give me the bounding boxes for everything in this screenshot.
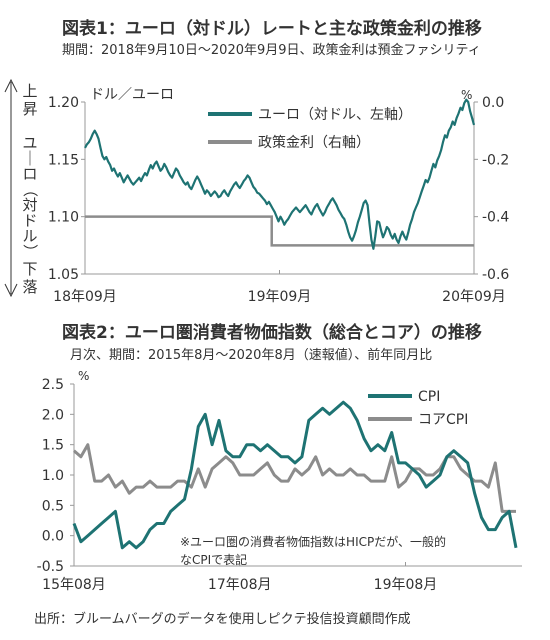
chart1-subtitle: 期間：2018年9月10日～2020年9月9日、政策金利は預金ファシリティ xyxy=(62,43,481,58)
side-label-char: 対 xyxy=(22,196,37,214)
y-tick-label: 0.5 xyxy=(42,498,64,514)
side-label-char: ロ xyxy=(22,165,37,183)
left-tick-label: 1.05 xyxy=(48,267,79,283)
chart2-legend: CPI コアCPI xyxy=(368,389,468,428)
x-tick-label: 15年08月 xyxy=(42,577,106,593)
series-line-eurusd xyxy=(84,98,476,250)
left-tick-label: 1.10 xyxy=(48,210,79,226)
y-tick-label: -0.5 xyxy=(37,559,64,575)
legend-label-core-cpi: コアCPI xyxy=(418,412,468,428)
chart2-title: 図表2：ユーロ圏消費者物価指数（総合とコア）の推移 xyxy=(62,323,482,343)
side-labels: 上昇ユ｜ロ（対ドル）下落 xyxy=(21,82,39,296)
x-axis-ticks: 15年08月 17年08月 19年08月 xyxy=(42,562,437,593)
chart2-plot: % 2.5 2.0 1.5 1.0 0.5 0.0 -0.5 15年08月 17年08月 19年… xyxy=(37,369,522,593)
series-line-policy-rate xyxy=(85,215,474,247)
right-tick-label: -0.4 xyxy=(482,210,509,226)
legend-label-eurusd: ユーロ（対ドル、左軸） xyxy=(258,107,412,123)
chart1-plot: 上昇ユ｜ロ（対ドル）下落 ドル／ユーロ % 1.20 1.15 1.10 1.05 0… xyxy=(4,78,509,305)
right-tick-label: -0.6 xyxy=(482,267,509,283)
y-tick-label: 0.0 xyxy=(42,529,64,545)
left-axis-unit: ドル／ユーロ xyxy=(90,87,174,103)
left-axis-ticks: 1.20 1.15 1.10 1.05 xyxy=(48,95,85,283)
side-label-char: ｜ xyxy=(22,150,37,168)
direction-arrow xyxy=(4,78,18,298)
side-label-down-char: 下 xyxy=(22,260,37,278)
left-tick-label: 1.15 xyxy=(48,152,79,168)
note-line-1: ※ユーロ圏の消費者物価指数はHICPだが、一般的 xyxy=(180,534,446,549)
note-line-2: なCPIで表記 xyxy=(180,552,247,567)
x-tick-label: 18年09月 xyxy=(53,289,117,305)
right-axis-ticks: 0.0 -0.2 -0.4 -0.6 xyxy=(474,95,509,283)
side-label-char: （ xyxy=(21,182,39,197)
side-label-char: ） xyxy=(21,244,39,259)
series-line-cpi xyxy=(72,400,518,550)
right-tick-label: 0.0 xyxy=(482,95,504,111)
chart2-subtitle: 月次、期間：2015年8月～2020年8月（速報値）、前年同月比 xyxy=(70,348,433,363)
chart1-title: 図表1：ユーロ（対ドル）レートと主な政策金利の推移 xyxy=(62,19,482,39)
side-label-down-char: 落 xyxy=(22,278,37,296)
x-tick-label: 20年09月 xyxy=(442,289,506,305)
x-tick-label: 19年09月 xyxy=(248,289,312,305)
x-tick-label: 19年08月 xyxy=(374,577,438,593)
chart1-legend: ユーロ（対ドル、左軸） 政策金利（右軸） xyxy=(208,107,412,151)
legend-label-policy-rate: 政策金利（右軸） xyxy=(258,134,370,151)
side-label-up-char: 昇 xyxy=(22,100,37,118)
side-label-char: ド xyxy=(22,212,37,230)
y-tick-label: 1.5 xyxy=(42,438,64,454)
chart1-series xyxy=(84,98,476,250)
x-tick-label: 17年08月 xyxy=(208,577,272,593)
x-axis-ticks: 18年09月 19年09月 20年09月 xyxy=(53,270,506,305)
left-tick-label: 1.20 xyxy=(48,95,79,111)
side-label-up-char: 上 xyxy=(22,82,37,100)
right-tick-label: -0.2 xyxy=(482,152,509,168)
source-note: 出所：ブルームバーグのデータを使用しピクテ投信投資顧問作成 xyxy=(34,612,411,627)
side-label-char: ル xyxy=(22,227,37,245)
legend-label-cpi: CPI xyxy=(418,389,440,405)
y-tick-label: 2.5 xyxy=(42,377,64,393)
right-axis-unit: % xyxy=(461,88,472,102)
y-axis-unit: % xyxy=(78,369,89,383)
y-tick-label: 1.0 xyxy=(42,468,64,484)
chart2-series xyxy=(72,400,518,550)
y-tick-label: 2.0 xyxy=(42,407,64,423)
y-axis-ticks: 2.5 2.0 1.5 1.0 0.5 0.0 -0.5 xyxy=(37,377,74,575)
side-label-char: ユ xyxy=(22,134,37,152)
